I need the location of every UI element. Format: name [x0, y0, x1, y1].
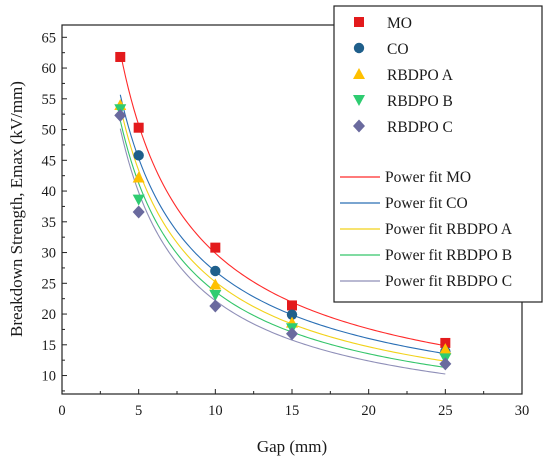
- legend-label: Power fit RBDPO C: [385, 273, 512, 290]
- data-point-mo: [210, 242, 221, 253]
- legend-marker-rbdpo-c: [353, 119, 365, 133]
- legend-label: RBDPO C: [387, 119, 453, 136]
- legend-marker-rbdpo-b: [353, 95, 365, 106]
- data-points: [114, 51, 452, 371]
- data-point-rbdpo-a: [439, 343, 452, 355]
- legend-label: Power fit RBDPO A: [385, 221, 513, 238]
- data-point-co: [210, 265, 221, 277]
- legend-label: Power fit MO: [385, 169, 471, 186]
- data-point-rbdpo-c: [209, 299, 222, 313]
- legend-label: MO: [387, 15, 412, 32]
- x-tick-label: 25: [438, 403, 453, 419]
- data-point-rbdpo-b: [209, 289, 222, 301]
- data-point-co: [133, 150, 144, 161]
- data-point-mo: [287, 300, 297, 311]
- y-tick-label: 40: [42, 184, 57, 200]
- legend-label: CO: [387, 41, 409, 58]
- fit-line-power-fit-mo: [119, 52, 446, 347]
- data-point-mo: [115, 51, 126, 62]
- data-point-mo: [133, 122, 144, 133]
- legend-marker-rbdpo-a: [353, 68, 365, 79]
- legend-fit-entries: Power fit MO Power fit CO Power fit RBDPO …: [340, 169, 513, 290]
- data-point-co: [286, 309, 298, 320]
- y-tick-label: 20: [42, 307, 57, 323]
- fit-line-power-fit-rbdpo-a: [119, 106, 446, 362]
- x-axis-title: Gap (mm): [257, 437, 327, 456]
- fit-line-power-fit-rbdpo-c: [119, 128, 446, 375]
- legend-marker-co: [353, 42, 365, 54]
- data-point-rbdpo-a: [209, 278, 222, 290]
- y-tick-label: 45: [42, 153, 57, 169]
- legend-marker-mo: [354, 17, 364, 27]
- x-tick-labels: 0 5 10 15 20 25 30: [58, 403, 529, 419]
- data-point-mo: [440, 337, 451, 348]
- y-tick-label: 35: [42, 215, 57, 231]
- x-tick-label: 15: [285, 403, 300, 419]
- legend-label: RBDPO B: [387, 93, 453, 110]
- x-tick-label: 5: [135, 403, 142, 419]
- fit-lines: [119, 52, 446, 375]
- data-point-rbdpo-b: [132, 194, 145, 206]
- x-tick-label: 30: [515, 403, 530, 419]
- legend-label: Power fit CO: [385, 195, 468, 212]
- x-tick-label: 20: [361, 403, 376, 419]
- legend-frame: [333, 5, 543, 303]
- legend-marker-entries: MO CO RBDPO A RBDPO B RBDPO C: [353, 15, 454, 136]
- data-point-rbdpo-c: [439, 357, 452, 371]
- y-tick-label: 30: [42, 246, 57, 262]
- y-tick-label: 55: [42, 92, 57, 108]
- data-point-rbdpo-c: [114, 108, 127, 122]
- y-tick-label: 25: [42, 276, 57, 292]
- legend-label: Power fit RBDPO B: [385, 247, 512, 264]
- y-axis-title: Breakdown Strength, Emax (kV/mm): [7, 81, 26, 337]
- y-tick-label: 50: [42, 123, 57, 139]
- axis-ticks: [61, 36, 523, 394]
- data-point-rbdpo-c: [132, 205, 145, 219]
- y-tick-label: 15: [42, 338, 57, 354]
- y-tick-label: 65: [42, 30, 57, 46]
- y-tick-labels: 10 15 20 25 30 35 40 45 50 55 60 65: [42, 30, 57, 384]
- fit-line-power-fit-co: [119, 94, 446, 355]
- data-point-rbdpo-a: [132, 171, 145, 183]
- legend-label: RBDPO A: [387, 67, 454, 84]
- x-tick-label: 0: [58, 403, 65, 419]
- data-point-rbdpo-c: [286, 327, 298, 341]
- fit-line-power-fit-rbdpo-b: [119, 120, 446, 368]
- y-tick-label: 60: [42, 61, 57, 77]
- x-tick-label: 10: [208, 403, 223, 419]
- y-tick-label: 10: [42, 369, 57, 385]
